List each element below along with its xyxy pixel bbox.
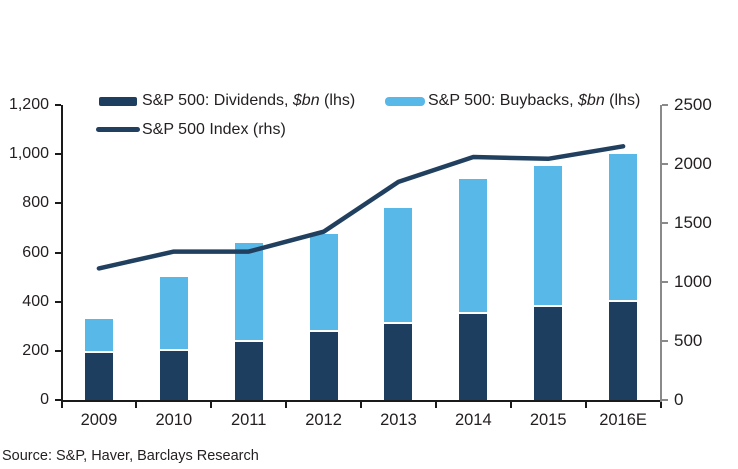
x-axis-tick — [434, 401, 437, 408]
y-axis-left-line — [60, 105, 63, 402]
bar-buybacks-2011 — [234, 242, 263, 343]
bar-buybacks-2013 — [384, 208, 413, 324]
legend-swatch-dividends — [99, 97, 137, 106]
y-axis-right-tick — [661, 281, 668, 283]
x-axis-label: 2016E — [599, 411, 647, 429]
bar-buybacks-2016E — [609, 154, 638, 302]
y-axis-left-tick — [54, 202, 61, 205]
bar-dividends-2014 — [459, 313, 488, 400]
bar-buybacks-2014 — [459, 178, 488, 314]
y-axis-right-label: 1500 — [674, 213, 712, 232]
legend-swatch-buybacks — [385, 97, 425, 106]
y-axis-right-label: 500 — [674, 331, 703, 350]
x-axis-label: 2012 — [305, 411, 342, 429]
y-axis-left-tick — [54, 153, 61, 156]
bar-dividends-2009 — [84, 353, 113, 400]
y-axis-left-label: 600 — [22, 243, 49, 261]
legend-label-buybacks-prefix: S&P 500: Buybacks, — [428, 92, 579, 109]
x-axis-tick — [285, 401, 288, 408]
legend-swatch-index-line — [96, 127, 140, 132]
bar-buybacks-2015 — [534, 166, 563, 308]
x-axis-tick — [60, 401, 63, 408]
bar-dividends-2010 — [159, 350, 188, 400]
y-axis-left-label: 0 — [40, 391, 49, 408]
bar-dividends-2011 — [234, 342, 263, 400]
y-axis-left-label: 1,200 — [8, 96, 49, 113]
bar-dividends-2012 — [309, 332, 338, 400]
legend-label-dividends: S&P 500: Dividends, $bn (lhs) — [142, 92, 355, 110]
x-axis-label: 2013 — [380, 411, 417, 429]
y-axis-right-tick — [661, 163, 668, 165]
legend-label-buybacks-unit: $bn — [578, 92, 605, 109]
y-axis-left-label: 800 — [22, 194, 49, 212]
y-axis-right-label: 0 — [674, 390, 684, 409]
y-axis-right-label: 2500 — [674, 95, 712, 114]
bar-dividends-2015 — [534, 307, 563, 400]
legend-label-dividends-suffix: (lhs) — [319, 92, 356, 109]
x-axis-tick — [210, 401, 213, 408]
x-axis-tick — [584, 401, 587, 408]
y-axis-left-label: 400 — [22, 292, 49, 310]
x-axis-label: 2009 — [80, 411, 118, 429]
bar-dividends-2016E — [609, 301, 638, 400]
bar-dividends-2013 — [384, 323, 413, 400]
y-axis-right-tick — [661, 399, 668, 401]
y-axis-left-tick — [54, 104, 61, 106]
y-axis-right-label: 2000 — [674, 154, 712, 173]
x-axis-tick — [360, 401, 362, 408]
x-axis-label: 2011 — [230, 411, 267, 429]
y-axis-left-tick — [54, 399, 61, 401]
x-axis-line — [60, 399, 662, 402]
source-note: Source: S&P, Haver, Barclays Research — [2, 448, 259, 464]
legend-label-index: S&P 500 Index (rhs) — [142, 121, 286, 139]
x-axis-label: 2015 — [529, 411, 567, 429]
x-axis-tick — [135, 401, 138, 408]
bar-buybacks-2009 — [84, 318, 113, 354]
y-axis-left-tick — [54, 251, 61, 254]
legend-label-dividends-prefix: S&P 500: Dividends, — [142, 92, 293, 109]
x-axis-tick — [659, 401, 662, 408]
y-axis-right-label: 1000 — [674, 272, 712, 291]
legend-label-dividends-unit: $bn — [292, 92, 320, 109]
legend-label-buybacks: S&P 500: Buybacks, $bn (lhs) — [428, 92, 640, 110]
y-axis-right-tick — [661, 104, 668, 106]
y-axis-left-tick — [54, 349, 61, 352]
bar-buybacks-2010 — [159, 277, 188, 351]
y-axis-left-tick — [54, 300, 61, 303]
x-axis-label: 2010 — [155, 411, 193, 429]
x-axis-tick — [509, 401, 512, 408]
bar-buybacks-2012 — [309, 234, 338, 333]
y-axis-right-tick — [661, 340, 668, 342]
legend-label-buybacks-suffix: (lhs) — [604, 92, 641, 109]
x-axis-label: 2014 — [454, 411, 492, 429]
y-axis-left-label: 1,000 — [8, 145, 49, 163]
y-axis-left-label: 200 — [22, 341, 49, 359]
legend-label-index-text: S&P 500 Index (rhs) — [142, 121, 286, 138]
y-axis-right-line — [659, 105, 662, 402]
y-axis-right-tick — [661, 222, 668, 224]
